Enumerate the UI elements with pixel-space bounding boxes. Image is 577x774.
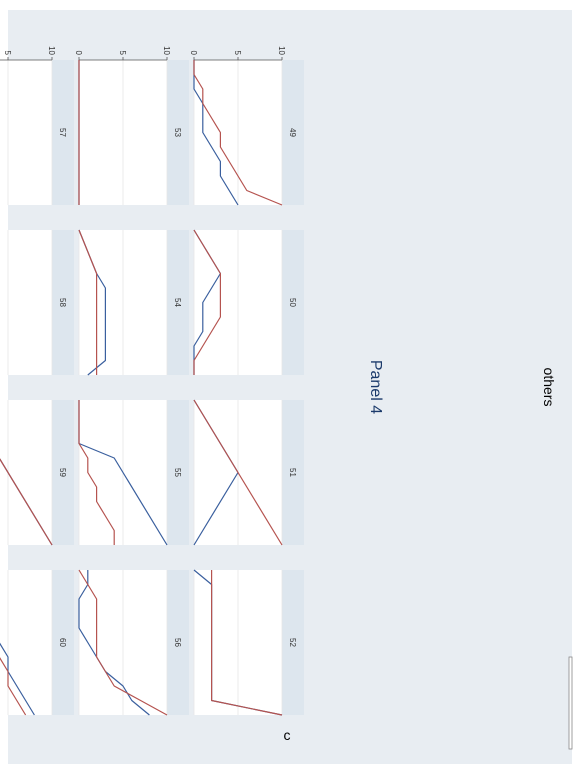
panel-label: 52 xyxy=(288,638,297,647)
series-line-2 xyxy=(193,229,221,375)
panel-51: 51 xyxy=(193,399,304,546)
series-line-2 xyxy=(211,570,283,716)
y-axis-title: c xyxy=(284,727,291,743)
series-line-1 xyxy=(78,570,150,716)
x-axis-title: others xyxy=(541,368,557,407)
series-line-2 xyxy=(0,399,53,546)
y-tick-label: 10 xyxy=(47,46,56,55)
panel-60: 60 xyxy=(0,569,74,716)
y-tick-label: 10 xyxy=(162,46,171,55)
series-line-2 xyxy=(78,569,168,716)
panel-strip xyxy=(52,400,74,545)
y-tick-label: 5 xyxy=(3,51,12,56)
series-line-2 xyxy=(193,399,283,546)
series-line-2 xyxy=(78,400,115,545)
panel-label: 58 xyxy=(58,298,67,307)
panel-strip xyxy=(282,400,304,545)
panel-strip xyxy=(282,570,304,715)
series-line-2 xyxy=(0,569,27,716)
panel-label: 50 xyxy=(288,298,297,307)
series-line-1 xyxy=(193,60,239,206)
panel-strip xyxy=(52,570,74,715)
series-line-2 xyxy=(193,60,283,206)
y-tick-label: 0 xyxy=(74,51,83,56)
panel-label: 53 xyxy=(173,128,182,137)
panel-49: 49 0 5 10 xyxy=(189,46,304,206)
panel-strip xyxy=(52,60,74,205)
panel-label: 54 xyxy=(173,298,182,307)
panel-label: 59 xyxy=(58,468,67,477)
panel-label: 56 xyxy=(173,638,182,647)
series-line-1 xyxy=(0,569,35,716)
panel-55: 55 xyxy=(78,400,189,546)
panel-strip xyxy=(167,400,189,545)
panel-strip xyxy=(282,60,304,205)
panel-label: 49 xyxy=(288,128,297,137)
panel-50: 50 xyxy=(193,229,304,375)
panel-strip xyxy=(167,230,189,375)
chart-title: Panel 4 xyxy=(367,360,384,414)
y-tick-label: 5 xyxy=(118,51,127,56)
panel-strip xyxy=(167,570,189,715)
panel-strip xyxy=(52,230,74,375)
panel-strip xyxy=(167,60,189,205)
y-tick-label: 5 xyxy=(233,51,242,56)
panel-58: 58 xyxy=(0,230,74,375)
series-line-1 xyxy=(78,229,106,376)
panel-54: 54 xyxy=(78,229,189,376)
panel-label: 51 xyxy=(288,468,297,477)
series-line-2 xyxy=(78,229,98,375)
panel-label: 60 xyxy=(58,638,67,647)
panel-57: 570510 xyxy=(0,46,74,205)
panels-group: 4905105051525305105455565705105859606105… xyxy=(0,46,304,716)
panel-52: 52 xyxy=(193,569,304,716)
panel-56: 56 xyxy=(78,569,189,716)
panel-53: 53 0 5 10 xyxy=(74,46,189,205)
y-tick-label: 0 xyxy=(189,51,198,56)
y-tick-label: 10 xyxy=(277,46,286,55)
panel-label: 55 xyxy=(173,468,182,477)
stray-box xyxy=(568,656,573,750)
panel-label: 57 xyxy=(58,128,67,137)
panel-strip xyxy=(282,230,304,375)
panel-59: 59 xyxy=(0,399,74,546)
